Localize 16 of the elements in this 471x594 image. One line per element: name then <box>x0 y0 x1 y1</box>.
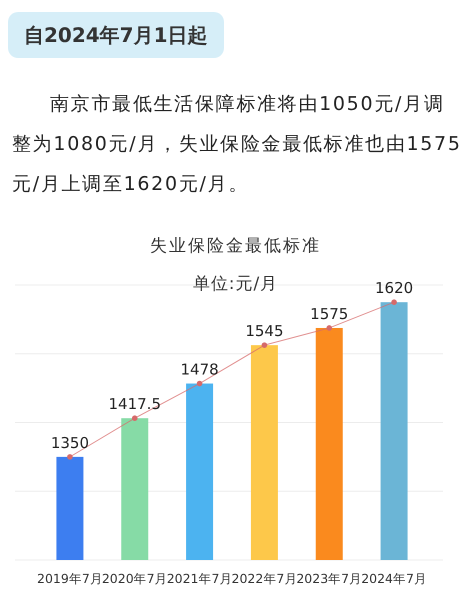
x-tick-label: 2022年7月 <box>232 571 298 586</box>
data-label: 1417.5 <box>108 395 161 414</box>
x-tick-label: 2021年7月 <box>166 571 232 586</box>
x-tick-label: 2024年7月 <box>361 571 427 586</box>
title: 失业保险金最低标准 <box>150 236 321 256</box>
data-label: 1575 <box>310 304 348 323</box>
data-label: 1545 <box>245 322 284 340</box>
annotation: 南京市最低生活保障标准将由1050元/月调整为1080元/月，失业保险金最低标准也由1575元/月上调至1620元/月。 <box>12 92 463 197</box>
data-label: 1350 <box>50 434 90 452</box>
data-label: 1478 <box>180 360 219 379</box>
data-label: 1620 <box>374 279 414 298</box>
x-tick-label: 2019年7月 <box>37 571 103 586</box>
subtitle: 单位:元/月 <box>192 274 278 294</box>
annotation: 自2024年7月1日起 <box>8 12 224 58</box>
x-tick-label: 2020年7月 <box>102 571 168 586</box>
x-tick-label: 2023年7月 <box>296 571 362 586</box>
